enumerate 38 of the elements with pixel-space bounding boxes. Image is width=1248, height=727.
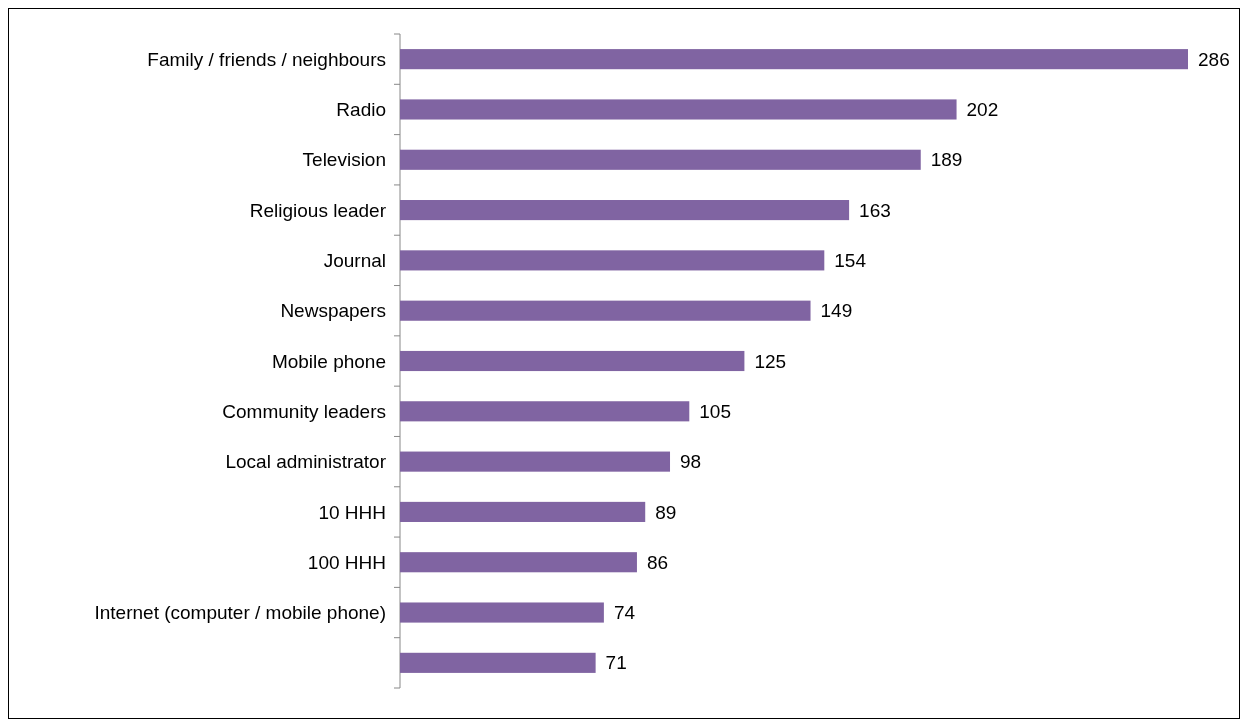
- bar: [400, 401, 690, 422]
- y-tick-label: 10 HHH: [318, 501, 386, 523]
- data-label: 105: [699, 400, 731, 422]
- y-tick-label: Local administrator: [225, 451, 387, 473]
- data-label: 154: [834, 250, 867, 272]
- data-label: 163: [859, 199, 891, 221]
- bar: [400, 501, 646, 522]
- bar: [400, 49, 1188, 70]
- bar: [400, 99, 957, 120]
- y-tick-label: Newspapers: [280, 300, 386, 322]
- data-label: 74: [613, 602, 636, 624]
- data-label: 202: [966, 99, 999, 121]
- data-label: 286: [1198, 48, 1230, 70]
- bar: [400, 149, 921, 170]
- bar: [400, 552, 637, 573]
- data-label: 98: [680, 451, 702, 473]
- bar: [400, 350, 745, 372]
- data-label: 189: [930, 149, 963, 171]
- y-tick-label: Journal: [323, 250, 386, 272]
- bar: [400, 250, 825, 271]
- y-tick-label: Community leaders: [222, 400, 386, 422]
- y-tick-label: Mobile phone: [271, 350, 386, 372]
- data-label: 149: [820, 300, 853, 322]
- data-label: 89: [655, 501, 677, 523]
- data-label: 86: [646, 551, 669, 573]
- bar: [400, 200, 850, 221]
- data-label: 125: [754, 350, 787, 372]
- y-tick-label: Family / friends / neighbours: [147, 48, 386, 70]
- y-tick-label: 100 HHH: [307, 551, 386, 573]
- bar: [400, 451, 671, 472]
- y-tick-label: Television: [302, 149, 386, 171]
- bar: [400, 300, 811, 321]
- y-tick-label: Religious leader: [249, 199, 387, 221]
- bar: [400, 652, 596, 673]
- y-tick-label: Internet (computer / mobile phone): [94, 602, 386, 624]
- data-label: 71: [605, 652, 627, 674]
- y-tick-label: Radio: [336, 99, 386, 121]
- bar: [400, 602, 604, 623]
